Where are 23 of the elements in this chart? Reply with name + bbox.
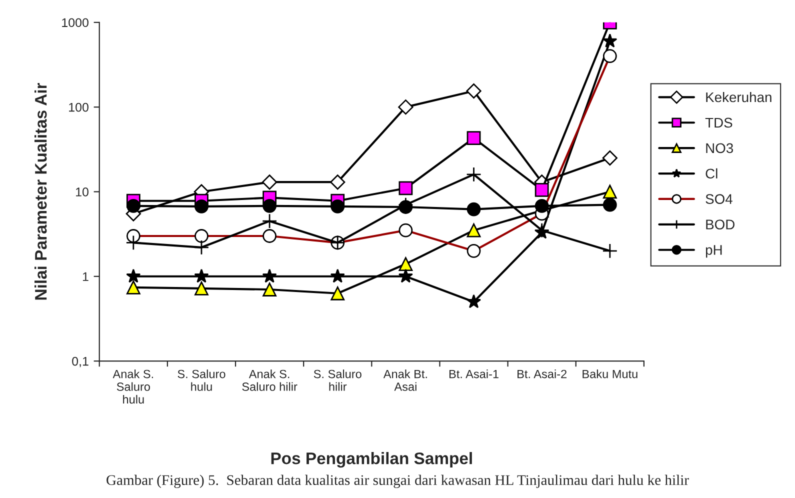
y-axis-title: Nilai Parameter Kualitas Air xyxy=(34,82,47,300)
y-tick-label: 10 xyxy=(76,188,88,196)
y-tick-label: 1000 xyxy=(62,18,88,28)
legend-label: pH xyxy=(706,245,722,258)
x-tick-label: Baku Mutu xyxy=(582,370,638,378)
legend-label: Cl xyxy=(706,168,718,179)
x-tick-label: Bt. Asai-2 xyxy=(518,370,567,378)
x-tick-label: S. Saluro hulu xyxy=(178,370,226,391)
x-tick-label: Anak S. Saluro hulu xyxy=(112,370,154,404)
x-tick-label: Bt. Asai-1 xyxy=(449,370,498,378)
legend-label: SO4 xyxy=(706,194,732,204)
y-tick-label: 0,1 xyxy=(72,356,88,368)
y-tick-label: 100 xyxy=(69,102,88,112)
x-tick-label: Anak Bt. Asai xyxy=(383,370,427,391)
legend-label: NO3 xyxy=(706,143,734,154)
legend-label: BOD xyxy=(706,220,734,230)
x-tick-label: Anak S. Saluro hilir xyxy=(242,370,298,391)
x-axis-title: Pos Pengambilan Sampel xyxy=(271,452,472,468)
y-tick-label: 1 xyxy=(82,272,88,281)
legend-label: TDS xyxy=(705,118,732,128)
x-tick-label: S. Saluro hilir xyxy=(314,370,362,391)
legend-label: Kekeruhan xyxy=(706,92,772,102)
text: Gambar (Figure) 5. Sebaran data kualitas air sungai dari kawasan HL Tinjaulimau dari hulu ke hilir xyxy=(106,474,689,488)
